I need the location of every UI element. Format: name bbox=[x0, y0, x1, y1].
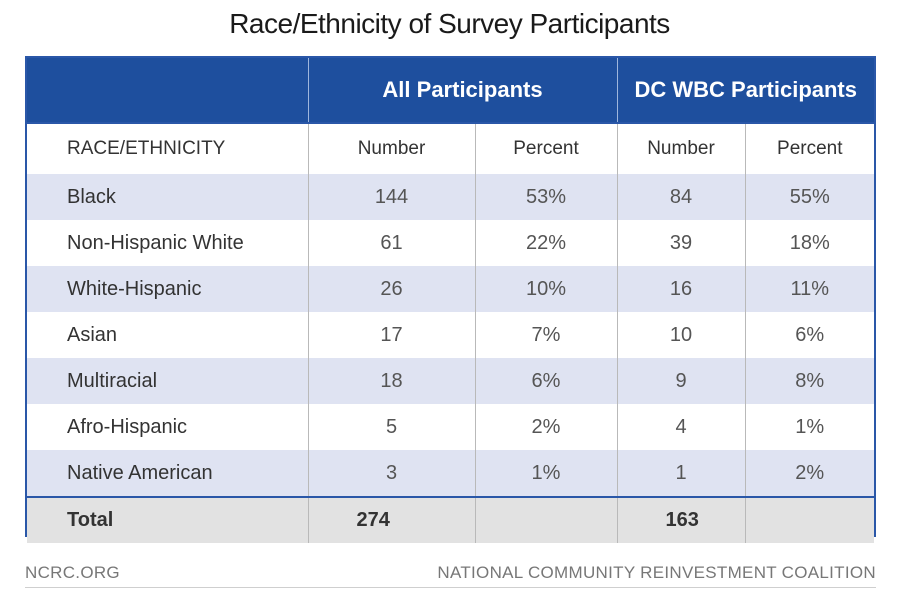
chart-title: Race/Ethnicity of Survey Participants bbox=[229, 8, 670, 39]
race-cell: Afro-Hispanic bbox=[67, 415, 188, 438]
all-percent-cell: 2% bbox=[474, 404, 617, 450]
group-header-row: All Participants DC WBC Participants bbox=[27, 58, 875, 124]
dc-percent-cell: 8% bbox=[744, 358, 875, 404]
dc-percent-cell: 1% bbox=[744, 404, 875, 450]
dc-percent-cell: 2% bbox=[744, 450, 875, 497]
total-row: Total 274 163 bbox=[27, 496, 875, 543]
data-table-frame: All Participants DC WBC Participants RAC… bbox=[25, 56, 876, 543]
footer-organization: NATIONAL COMMUNITY REINVESTMENT COALITIO… bbox=[437, 563, 876, 582]
dc-percent-cell: 18% bbox=[744, 220, 875, 266]
dc-number-cell: 84 bbox=[616, 174, 745, 220]
table-row: Non-Hispanic White 61 22% 39 18% bbox=[27, 220, 875, 266]
dc-number-cell: 1 bbox=[616, 450, 745, 497]
total-dc-number-cell: 163 bbox=[616, 496, 745, 543]
race-cell: Asian bbox=[67, 323, 118, 346]
all-percent-cell: 22% bbox=[474, 220, 617, 266]
all-number-cell: 144 bbox=[307, 174, 475, 220]
column-header-race: RACE/ETHNICITY bbox=[27, 123, 308, 174]
table-row: Native American 3 1% 1 2% bbox=[27, 450, 875, 497]
all-percent-cell: 1% bbox=[474, 450, 617, 497]
group-header-empty bbox=[27, 58, 308, 124]
race-cell: Non-Hispanic White bbox=[67, 231, 244, 254]
dc-number-cell: 4 bbox=[616, 404, 745, 450]
all-percent-cell: 6% bbox=[474, 358, 617, 404]
table-row: Asian 17 7% 10 6% bbox=[27, 312, 875, 358]
total-race-cell: Total bbox=[27, 496, 308, 543]
table-row: Afro-Hispanic 5 2% 4 1% bbox=[27, 404, 875, 450]
race-cell: Native American bbox=[27, 450, 308, 497]
column-header-all-percent: Percent bbox=[474, 123, 617, 174]
dc-percent-cell: 55% bbox=[744, 174, 875, 220]
table-row: Black 144 53% 84 55% bbox=[27, 174, 875, 220]
all-percent-cell: 10% bbox=[474, 266, 617, 312]
dc-number-cell: 39 bbox=[616, 220, 745, 266]
all-number-cell: 3 bbox=[307, 450, 475, 497]
all-number-cell: 26 bbox=[307, 266, 475, 312]
dc-number-cell: 9 bbox=[616, 358, 745, 404]
all-number-cell: 61 bbox=[307, 220, 475, 266]
table-body: RACE/ETHNICITY Number Percent Number Per… bbox=[27, 123, 875, 543]
column-header-dc-number: Number bbox=[616, 123, 745, 174]
all-number-cell: 18 bbox=[307, 358, 475, 404]
total-all-number-cell: 274 bbox=[307, 496, 475, 543]
dc-percent-cell: 6% bbox=[744, 312, 875, 358]
data-table: All Participants DC WBC Participants RAC… bbox=[27, 58, 875, 543]
total-all-percent-cell bbox=[474, 496, 617, 543]
column-header-dc-percent: Percent bbox=[744, 123, 875, 174]
dc-number-cell: 16 bbox=[616, 266, 745, 312]
race-cell: Black bbox=[27, 174, 308, 220]
total-dc-percent-cell bbox=[744, 496, 875, 543]
table-row: Multiracial 18 6% 9 8% bbox=[27, 358, 875, 404]
all-percent-cell: 53% bbox=[474, 174, 617, 220]
column-header-row: RACE/ETHNICITY Number Percent Number Per… bbox=[27, 123, 875, 174]
all-number-cell: 5 bbox=[307, 404, 475, 450]
race-cell: White-Hispanic bbox=[27, 266, 308, 312]
all-number-cell: 17 bbox=[307, 312, 475, 358]
column-header-all-number: Number bbox=[307, 123, 475, 174]
dc-percent-cell: 11% bbox=[744, 266, 875, 312]
race-cell: Multiracial bbox=[27, 358, 308, 404]
footer-website: NCRC.ORG bbox=[25, 563, 120, 582]
footer-divider bbox=[25, 587, 876, 588]
table-row: White-Hispanic 26 10% 16 11% bbox=[27, 266, 875, 312]
dc-number-cell: 10 bbox=[616, 312, 745, 358]
group-header-dc-wbc-participants: DC WBC Participants bbox=[616, 58, 875, 124]
all-percent-cell: 7% bbox=[474, 312, 617, 358]
group-header-all-participants: All Participants bbox=[307, 58, 617, 124]
